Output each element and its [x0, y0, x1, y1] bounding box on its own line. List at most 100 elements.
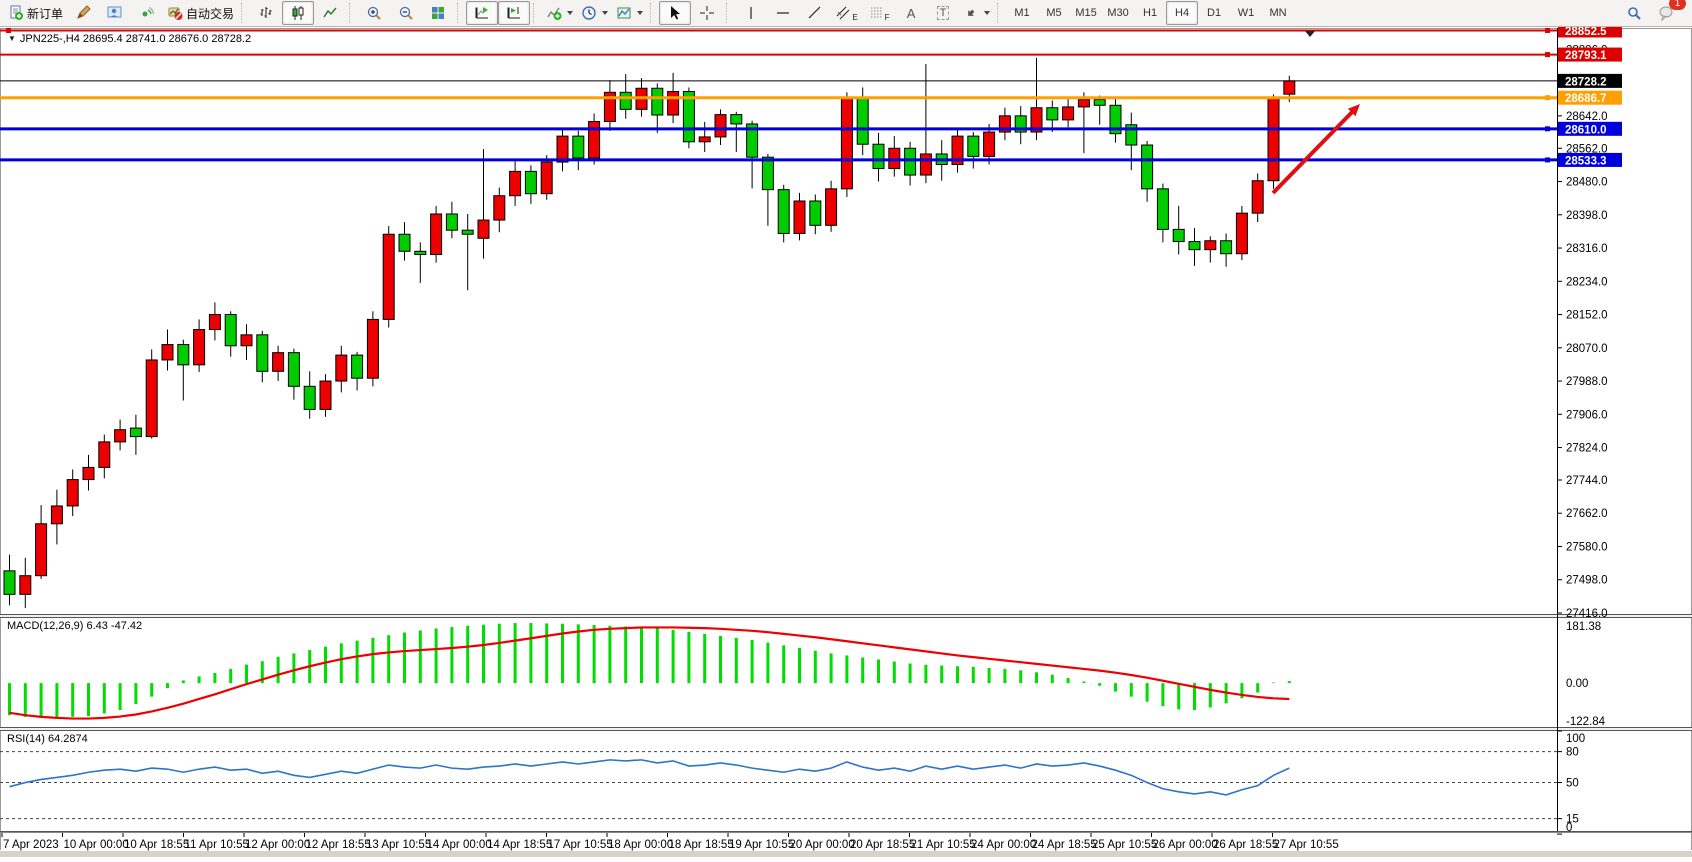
- timeframe-m5-button[interactable]: M5: [1046, 7, 1062, 19]
- candle-bullish[interactable]: [82, 466, 95, 481]
- crosshair-button[interactable]: [691, 1, 723, 25]
- trend-arrow-annotation[interactable]: [1271, 108, 1356, 195]
- autotrade-button[interactable]: 自动交易: [163, 1, 238, 25]
- candle-bearish[interactable]: [256, 334, 269, 372]
- candle-bearish[interactable]: [651, 87, 664, 116]
- candle-bearish[interactable]: [303, 385, 316, 410]
- candle-bullish[interactable]: [240, 334, 253, 347]
- candle-bullish[interactable]: [382, 233, 395, 320]
- vertical-line-tool[interactable]: [735, 1, 767, 25]
- alerts-button[interactable]: [131, 1, 163, 25]
- search-button[interactable]: [1618, 1, 1650, 25]
- candle-bullish[interactable]: [335, 354, 348, 382]
- candle-bullish[interactable]: [208, 314, 221, 331]
- candle-bearish[interactable]: [1156, 188, 1169, 230]
- arrows-tool[interactable]: [959, 1, 994, 25]
- candle-bullish[interactable]: [540, 161, 553, 195]
- candle-bullish[interactable]: [493, 195, 506, 221]
- candle-bearish[interactable]: [1188, 241, 1201, 251]
- notifications-button[interactable]: 1: [1650, 0, 1686, 25]
- candlestick-mode-button[interactable]: [282, 1, 315, 25]
- candle-bullish[interactable]: [825, 188, 838, 226]
- text-tool[interactable]: A: [895, 1, 927, 25]
- timeframe-w1-button[interactable]: W1: [1237, 7, 1255, 19]
- candle-bearish[interactable]: [682, 91, 695, 143]
- candle-bullish[interactable]: [983, 131, 996, 157]
- candle-bearish[interactable]: [461, 229, 474, 235]
- candle-bearish[interactable]: [224, 314, 237, 347]
- candle-bullish[interactable]: [556, 135, 569, 163]
- candle-bearish[interactable]: [287, 352, 300, 387]
- candle-bullish[interactable]: [1062, 106, 1075, 121]
- chevron-down-icon[interactable]: ▼: [8, 34, 16, 43]
- candle-bearish[interactable]: [351, 354, 364, 379]
- timeframe-m15-button[interactable]: M15: [1075, 7, 1097, 19]
- line-end-handle[interactable]: [1545, 52, 1550, 58]
- candle-bullish[interactable]: [319, 380, 332, 410]
- candle-bullish[interactable]: [430, 213, 443, 256]
- line-end-handle[interactable]: [1545, 27, 1550, 33]
- candle-bullish[interactable]: [98, 441, 111, 468]
- candle-bullish[interactable]: [1235, 212, 1248, 255]
- candle-bearish[interactable]: [1046, 107, 1059, 121]
- candle-bearish[interactable]: [730, 114, 743, 125]
- candle-bullish[interactable]: [888, 147, 901, 170]
- candle-bullish[interactable]: [793, 200, 806, 234]
- equidistant-channel-tool[interactable]: E: [831, 1, 863, 25]
- zoom-in-button[interactable]: [358, 1, 390, 25]
- periods-button[interactable]: [577, 1, 612, 25]
- line-end-handle[interactable]: [1545, 157, 1550, 163]
- timeframe-h1-button[interactable]: H1: [1143, 7, 1158, 19]
- candle-bullish[interactable]: [272, 352, 285, 372]
- new-order-button[interactable]: 新订单: [4, 1, 67, 25]
- candle-bearish[interactable]: [398, 233, 411, 252]
- candle-bullish[interactable]: [714, 114, 727, 138]
- candle-bearish[interactable]: [129, 427, 142, 438]
- candle-bearish[interactable]: [1141, 144, 1154, 190]
- zoom-out-button[interactable]: [390, 1, 422, 25]
- trendline-tool[interactable]: [799, 1, 831, 25]
- panel-splitter-bar[interactable]: [0, 728, 1692, 730]
- candle-bullish[interactable]: [66, 479, 79, 507]
- candle-bullish[interactable]: [161, 344, 174, 361]
- templates-button[interactable]: [612, 1, 647, 25]
- candle-bullish[interactable]: [50, 505, 63, 525]
- candle-bullish[interactable]: [1030, 107, 1043, 133]
- candle-bearish[interactable]: [904, 147, 917, 176]
- candle-bearish[interactable]: [1220, 240, 1233, 255]
- candle-bullish[interactable]: [667, 91, 680, 116]
- candle-bearish[interactable]: [1109, 104, 1122, 135]
- candle-bullish[interactable]: [1267, 97, 1280, 182]
- timeframe-d1-button[interactable]: D1: [1207, 7, 1222, 19]
- candle-bullish[interactable]: [698, 136, 711, 143]
- line-end-handle[interactable]: [1545, 95, 1550, 101]
- timeframe-m30-button[interactable]: M30: [1107, 7, 1129, 19]
- candle-bullish[interactable]: [998, 115, 1011, 133]
- candle-bullish[interactable]: [477, 219, 490, 239]
- candle-bullish[interactable]: [603, 91, 616, 123]
- candle-bearish[interactable]: [1093, 99, 1106, 106]
- candle-bearish[interactable]: [572, 135, 585, 159]
- candle-bearish[interactable]: [1172, 228, 1185, 243]
- candle-bearish[interactable]: [761, 156, 774, 191]
- fibonacci-tool[interactable]: F: [863, 1, 895, 25]
- candle-bearish[interactable]: [3, 570, 16, 595]
- candle-bullish[interactable]: [1204, 240, 1217, 251]
- candle-bullish[interactable]: [509, 170, 522, 197]
- candle-bearish[interactable]: [856, 96, 869, 145]
- timeframe-mn-button[interactable]: MN: [1269, 7, 1287, 19]
- text-label-tool[interactable]: T: [927, 1, 959, 25]
- cursor-button[interactable]: [659, 1, 692, 25]
- candle-bearish[interactable]: [1125, 124, 1138, 146]
- chart-shift-button[interactable]: [498, 1, 531, 25]
- auto-scroll-button[interactable]: [466, 1, 499, 25]
- line-end-handle[interactable]: [1545, 126, 1550, 132]
- candle-bearish[interactable]: [524, 170, 537, 195]
- line-chart-mode-button[interactable]: [314, 1, 346, 25]
- profile-button[interactable]: [99, 1, 131, 25]
- candle-bullish[interactable]: [19, 575, 32, 595]
- candle-bullish[interactable]: [366, 318, 379, 379]
- indicators-button[interactable]: [542, 1, 577, 25]
- candle-bearish[interactable]: [746, 123, 759, 158]
